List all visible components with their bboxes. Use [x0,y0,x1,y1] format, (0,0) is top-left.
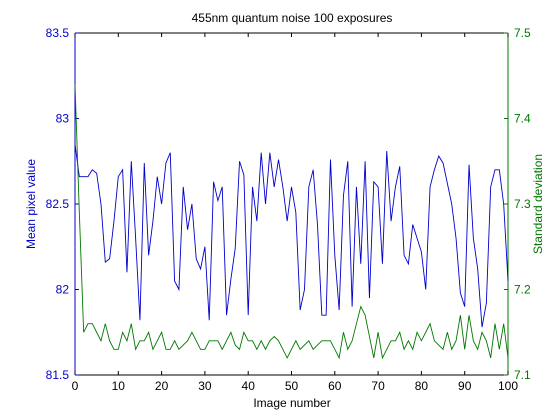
x-axis-label: Image number [253,396,330,410]
y-right-tick-label: 7.5 [514,26,531,40]
y-right-tick-label: 7.4 [514,112,531,126]
series-line-standard-deviation [74,84,509,360]
x-tick-label: 50 [285,379,299,393]
y-left-tick-label: 83 [56,112,70,126]
x-tick-label: 20 [155,379,169,393]
x-tick-label: 10 [112,379,126,393]
y-left-tick-label: 81.5 [46,368,70,382]
y-right-tick-label: 7.1 [514,368,531,382]
x-tick-label: 30 [198,379,212,393]
x-tick-label: 100 [498,379,518,393]
chart-title: 455nm quantum noise 100 exposures [192,11,393,25]
y-right-tick-label: 7.3 [514,197,531,211]
x-tick-label: 80 [415,379,429,393]
x-tick-label: 40 [242,379,256,393]
x-tick-label: 70 [371,379,385,393]
y-left-tick-label: 82 [56,283,70,297]
plot-area: 0 10 20 30 40 50 60 70 80 90 100 81.5 82 82.5 83 83.5 7.… [46,26,531,393]
y-left-tick-label: 82.5 [46,197,70,211]
series-line-mean-pixel-value [74,144,509,328]
y-axis-right-label: Standard deviation [531,154,545,254]
x-tick-label: 90 [458,379,472,393]
x-tick-label: 60 [328,379,342,393]
x-tick-label: 0 [72,379,79,393]
y-left-tick-label: 83.5 [46,26,70,40]
y-axis-left-label: Mean pixel value [24,159,38,249]
y-right-tick-label: 7.2 [514,283,531,297]
